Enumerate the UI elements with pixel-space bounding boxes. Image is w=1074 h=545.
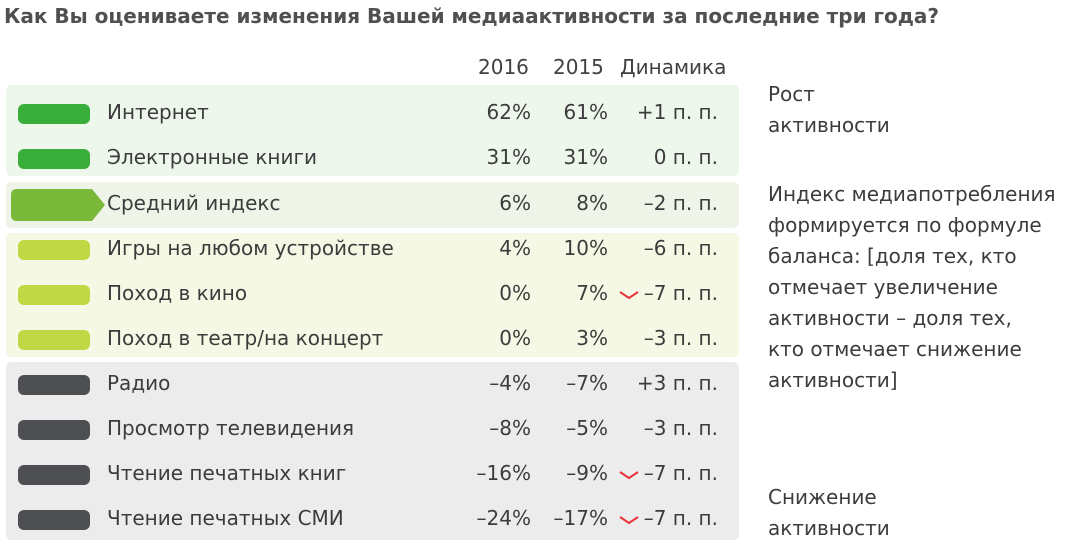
row-marker xyxy=(18,240,90,260)
column-header-2016: 2016 xyxy=(478,55,529,79)
note-growth-line: Рост xyxy=(768,82,815,106)
chevron-down-stroke xyxy=(619,471,639,480)
dynamics-value: –6 п. п. xyxy=(643,236,718,260)
chevron-down-icon xyxy=(619,291,639,300)
chart-title: Как Вы оцениваете изменения Вашей медиаа… xyxy=(4,4,939,28)
row-marker xyxy=(18,104,90,124)
row-label: Просмотр телевидения xyxy=(107,416,355,440)
value-2016: –4% xyxy=(489,371,531,395)
table-row: Поход в театр/на концерт 0% 3% –3 п. п. xyxy=(0,317,745,362)
row-label: Интернет xyxy=(107,100,209,124)
table-row: Просмотр телевидения –8% –5% –3 п. п. xyxy=(0,407,745,452)
value-2015: 8% xyxy=(576,191,608,215)
table-row: Интернет 62% 61% +1 п. п. xyxy=(0,91,745,136)
note-index-line: баланса: [доля тех, кто xyxy=(768,244,1017,268)
value-2016: 62% xyxy=(486,100,531,124)
band-low xyxy=(6,233,739,357)
note-index-formula: Индекс медиапотребления формируется по ф… xyxy=(768,179,1056,396)
row-label: Радио xyxy=(107,371,171,395)
row-label: Игры на любом устройстве xyxy=(107,236,394,260)
table-row: Электронные книги 31% 31% 0 п. п. xyxy=(0,136,745,181)
dynamics-value: –7 п. п. xyxy=(643,506,718,530)
value-2016: 0% xyxy=(499,326,531,350)
row-marker xyxy=(18,465,90,485)
note-growth: Рост активности xyxy=(768,79,890,141)
table-row: Средний индекс 6% 8% –2 п. п. xyxy=(0,182,745,227)
dynamics-value: –7 п. п. xyxy=(643,461,718,485)
dynamics-value: –3 п. п. xyxy=(643,326,718,350)
value-2015: 7% xyxy=(576,281,608,305)
table-row: Чтение печатных СМИ –24% –17% –7 п. п. xyxy=(0,497,745,542)
note-index-line: отмечает увеличение xyxy=(768,275,998,299)
value-2016: 31% xyxy=(486,145,531,169)
table-row: Чтение печатных книг –16% –9% –7 п. п. xyxy=(0,452,745,497)
row-label: Чтение печатных СМИ xyxy=(107,506,344,530)
dynamics-value: +1 п. п. xyxy=(636,100,718,124)
note-index-line: Индекс медиапотребления xyxy=(768,182,1056,206)
note-decline: Снижение активности xyxy=(768,482,890,544)
value-2016: 0% xyxy=(499,281,531,305)
note-index-line: кто отмечает снижение xyxy=(768,337,1022,361)
chevron-down-stroke xyxy=(619,516,639,525)
row-marker xyxy=(18,285,90,305)
index-marker-shape xyxy=(11,189,105,221)
dynamics-value: +3 п. п. xyxy=(636,371,718,395)
row-marker xyxy=(18,420,90,440)
row-label: Чтение печатных книг xyxy=(107,461,347,485)
column-header-dynamics: Динамика xyxy=(620,55,727,79)
value-2015: –17% xyxy=(553,506,608,530)
table-row: Радио –4% –7% +3 п. п. xyxy=(0,362,745,407)
row-label: Поход в кино xyxy=(107,281,248,305)
value-2015: –7% xyxy=(566,371,608,395)
table-row: Игры на любом устройстве 4% 10% –6 п. п. xyxy=(0,227,745,272)
note-index-line: активности – доля тех, xyxy=(768,306,1012,330)
value-2015: –5% xyxy=(566,416,608,440)
index-marker xyxy=(11,189,105,221)
chevron-down-icon xyxy=(619,516,639,525)
row-marker xyxy=(18,510,90,530)
value-2015: 61% xyxy=(563,100,608,124)
value-2015: –9% xyxy=(566,461,608,485)
band-index xyxy=(6,182,739,228)
band-growth xyxy=(6,85,739,176)
table-row: Поход в кино 0% 7% –7 п. п. xyxy=(0,272,745,317)
note-growth-line: активности xyxy=(768,113,890,137)
row-marker xyxy=(18,149,90,169)
row-marker xyxy=(18,330,90,350)
dynamics-value: –2 п. п. xyxy=(643,191,718,215)
value-2016: –8% xyxy=(489,416,531,440)
row-label: Поход в театр/на концерт xyxy=(107,326,384,350)
value-2015: 3% xyxy=(576,326,608,350)
value-2016: –16% xyxy=(476,461,531,485)
value-2016: 4% xyxy=(499,236,531,260)
note-decline-line: Снижение xyxy=(768,485,877,509)
note-index-line: активности] xyxy=(768,368,898,392)
value-2015: 31% xyxy=(563,145,608,169)
column-header-2015: 2015 xyxy=(553,55,604,79)
row-label: Средний индекс xyxy=(107,191,281,215)
note-index-line: формируется по формуле xyxy=(768,213,1042,237)
row-label: Электронные книги xyxy=(107,145,317,169)
value-2016: 6% xyxy=(499,191,531,215)
note-decline-line: активности xyxy=(768,516,890,540)
chevron-down-stroke xyxy=(619,291,639,300)
dynamics-value: –3 п. п. xyxy=(643,416,718,440)
band-decline xyxy=(6,362,739,540)
row-marker xyxy=(18,375,90,395)
dynamics-value: 0 п. п. xyxy=(653,145,718,169)
value-2016: –24% xyxy=(476,506,531,530)
dynamics-value: –7 п. п. xyxy=(643,281,718,305)
chevron-down-icon xyxy=(619,471,639,480)
value-2015: 10% xyxy=(563,236,608,260)
